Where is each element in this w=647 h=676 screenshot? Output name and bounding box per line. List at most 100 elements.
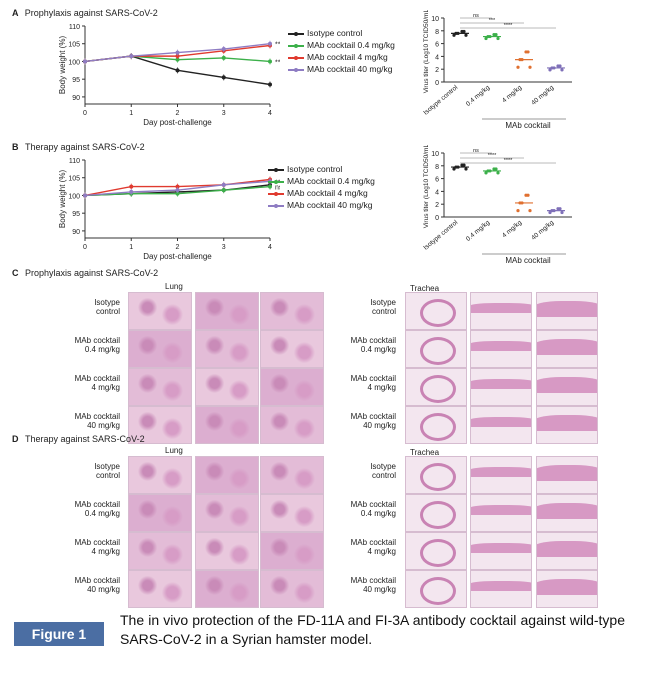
x-tick-label: 40 mg/kg <box>530 84 555 107</box>
lung-histology-image <box>195 570 259 608</box>
data-point <box>462 29 466 34</box>
y-tick-label: 10 <box>431 16 439 23</box>
data-point <box>494 33 498 37</box>
y-tick-label: 105 <box>68 176 80 183</box>
lung-histology-image <box>195 532 259 570</box>
y-tick-label: 8 <box>435 29 439 36</box>
trachea-ring <box>420 577 456 605</box>
trachea-histology-image <box>405 406 467 444</box>
group-label: MAb cocktail <box>505 256 551 265</box>
trachea-histology-image <box>470 494 532 532</box>
y-tick-label: 6 <box>435 42 439 49</box>
data-point <box>454 165 458 169</box>
trachea-wall <box>471 467 531 477</box>
trachea-label: Trachea <box>410 448 440 457</box>
data-point <box>560 210 564 215</box>
legend-label: MAb cocktail 40 mg/kg <box>307 64 393 74</box>
row-label-line: 4 mg/kg <box>367 383 396 392</box>
legend-item: MAb cocktail 0.4 mg/kg <box>288 40 395 50</box>
lung-histology-image <box>260 494 324 532</box>
row-label: MAb cocktail 4 mg/kg <box>338 374 396 392</box>
legend-label: Isotype control <box>307 28 363 38</box>
panel-a-weight-chart: 90 95 100 105 110 0 1 2 3 4 Day post-challenge Body… <box>58 24 280 127</box>
y-axis-label: Body weight (%) <box>58 170 67 229</box>
y-tick-label: 110 <box>69 24 80 31</box>
data-point <box>560 68 564 72</box>
data-point <box>496 171 500 175</box>
figure-label: Figure 1 <box>14 622 104 646</box>
trachea-ring <box>420 375 456 403</box>
row-label-line: MAb cocktail <box>350 576 396 585</box>
trachea-wall <box>537 541 597 557</box>
row-label-line: 4 mg/kg <box>91 383 120 392</box>
trachea-wall <box>537 579 597 595</box>
row-label-line: Isotype <box>94 462 120 471</box>
panel-b-title: B Therapy against SARS-CoV-2 <box>12 142 145 152</box>
y-tick-label: 4 <box>435 54 439 61</box>
trachea-wall <box>471 417 531 427</box>
lung-histology-image <box>128 570 192 608</box>
y-tick-label: 95 <box>72 211 80 218</box>
y-tick-label: 0 <box>435 215 439 222</box>
data-point <box>462 163 466 167</box>
row-label: MAb cocktail 40 mg/kg <box>62 412 120 430</box>
trachea-histology-image <box>470 456 532 494</box>
lung-histology-image <box>128 330 192 368</box>
panel-b-weight-chart: 90 95 100 105 110 0 1 2 3 4 Day post-challenge Body… <box>58 158 280 261</box>
row-label-line: 0.4 mg/kg <box>84 345 120 354</box>
row-label: MAb cocktail 0.4 mg/kg <box>62 336 120 354</box>
trachea-histology-image <box>405 330 467 368</box>
y-tick-label: 2 <box>435 202 439 209</box>
row-label-line: 0.4 mg/kg <box>360 345 396 354</box>
lung-histology-image <box>128 456 192 494</box>
y-tick-label: 105 <box>68 42 80 49</box>
data-point <box>518 201 522 205</box>
row-label: MAb cocktail 4 mg/kg <box>62 538 120 556</box>
y-tick-label: 90 <box>72 95 80 102</box>
trachea-histology-image <box>405 456 467 494</box>
x-tick-label: 0 <box>83 110 87 117</box>
data-point <box>452 33 456 37</box>
trachea-wall <box>537 503 597 519</box>
row-label-line: MAb cocktail <box>74 374 120 383</box>
data-point <box>484 171 488 175</box>
row-label-line: Isotype <box>370 298 396 307</box>
trachea-histology-image <box>405 570 467 608</box>
y-tick-label: 95 <box>72 77 80 84</box>
x-tick-label: 0 <box>83 244 87 251</box>
x-axis-label: Day post-challenge <box>143 118 212 127</box>
lung-histology-image <box>260 570 324 608</box>
data-point <box>486 169 490 173</box>
trachea-histology-image <box>470 406 532 444</box>
trachea-histology-image <box>536 330 598 368</box>
data-point <box>464 33 468 37</box>
data-point <box>516 65 520 69</box>
trachea-wall <box>471 379 531 389</box>
y-axis-label: Virus titer (Log10 TCID50/mL) <box>423 145 430 228</box>
trachea-wall <box>471 543 531 553</box>
row-label-line: MAb cocktail <box>74 538 120 547</box>
row-label-line: MAb cocktail <box>74 412 120 421</box>
row-label-line: 40 mg/kg <box>363 421 396 430</box>
y-tick-label: 90 <box>72 229 80 236</box>
trachea-histology-image <box>536 368 598 406</box>
panel-b-title-text: Therapy against SARS-CoV-2 <box>25 142 145 152</box>
row-label-line: MAb cocktail <box>74 336 120 345</box>
row-label-line: Isotype <box>370 462 396 471</box>
data-point <box>454 31 458 35</box>
lung-histology-image <box>260 330 324 368</box>
trachea-ring <box>420 299 456 327</box>
row-label-line: Isotype <box>94 298 120 307</box>
panel-a-legend: Isotype control MAb cocktail 0.4 mg/kg M… <box>288 28 418 76</box>
significance-label: ns <box>473 148 479 154</box>
trachea-wall <box>537 339 597 355</box>
panel-c-title-text: Prophylaxis against SARS-CoV-2 <box>25 268 159 278</box>
row-label-line: 40 mg/kg <box>87 421 120 430</box>
row-label-line: 40 mg/kg <box>363 585 396 594</box>
trachea-wall <box>471 505 531 515</box>
row-label: Isotype control <box>338 298 396 316</box>
x-tick-label: 40 mg/kg <box>530 219 555 242</box>
row-label-line: control <box>371 307 396 316</box>
